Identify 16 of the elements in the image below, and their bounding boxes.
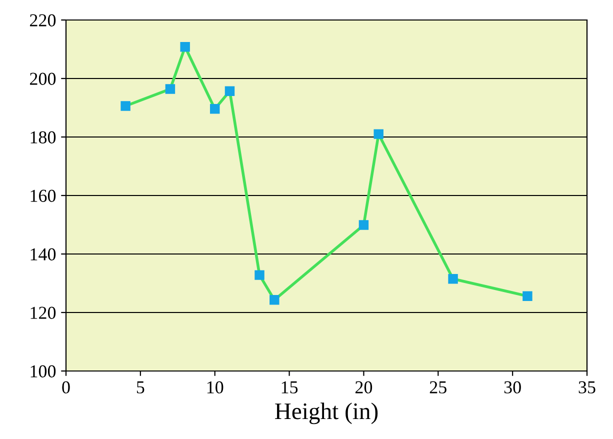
x-tick-label: 0 [62,381,70,394]
y-tick-label: 120 [30,306,56,319]
x-axis-title: Height (in) [275,402,378,424]
x-tick-label: 20 [355,381,372,394]
y-tick-label: 180 [30,131,56,144]
y-tick-label: 100 [30,365,56,378]
y-tick-label: 220 [30,14,56,26]
y-tick-label: 140 [30,248,56,260]
y-tick-label: 160 [30,190,56,202]
x-tick-label: 10 [207,381,224,394]
y-tick-label: 200 [30,72,56,85]
x-tick-label: 5 [136,381,144,394]
x-tick-label: 25 [430,381,446,394]
x-tick-label: 30 [504,381,521,394]
x-tick-label: 35 [578,381,596,394]
x-tick-label: 15 [282,381,298,394]
